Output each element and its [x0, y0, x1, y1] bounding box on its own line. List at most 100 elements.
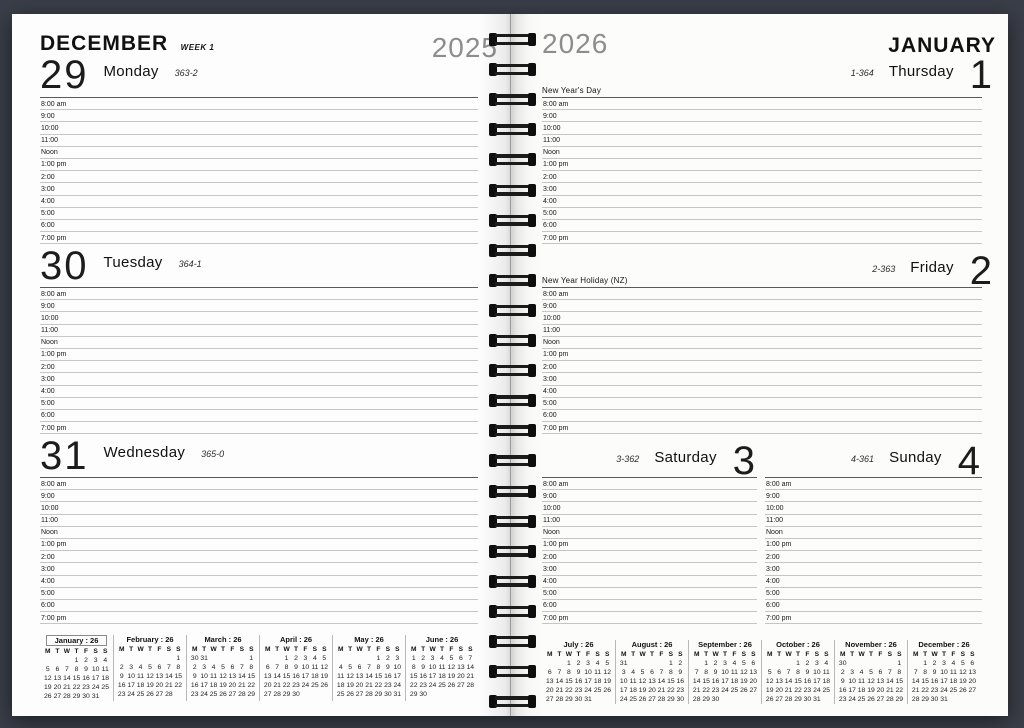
mini-calendar-day: [784, 659, 793, 668]
time-grid-tuesday: 8:00 am 9:00 10:00 11:00 Noon 1:00 pm 2:00 3:00…: [40, 287, 478, 435]
mini-calendar-day: 17: [813, 678, 821, 685]
mini-calendar-day: 10: [200, 673, 208, 680]
mini-calendar-day: 11: [822, 669, 830, 676]
mini-calendar-day: 26: [219, 691, 227, 698]
mini-calendar-day: 7: [468, 655, 473, 662]
mini-calendar-day: 29: [794, 696, 802, 703]
right-page: 2026 JANUARY 1-364 Thursday 1 New Year's…: [512, 14, 1008, 716]
time-slot-row: 11:00: [542, 515, 757, 527]
mini-calendar-day: 27: [155, 691, 164, 698]
mini-calendar-day: [692, 659, 701, 668]
mini-calendar-weekday: S: [93, 648, 98, 655]
mini-calendar-day: 23: [384, 682, 392, 689]
mini-calendar-day: 1: [376, 655, 381, 662]
day-header-thursday: 1-364 Thursday 1: [542, 55, 994, 95]
mini-calendar-day: 11: [438, 664, 446, 671]
mini-calendar-day: 21: [692, 687, 701, 694]
time-slot-row: 8:00 am: [542, 478, 757, 491]
mini-calendar-day: 25: [101, 684, 109, 691]
time-slot-label: 10:00: [543, 124, 561, 132]
time-slot-label: 2:00: [543, 363, 557, 371]
time-slot-label: 9:00: [41, 492, 55, 500]
mini-calendar-day: 14: [365, 673, 373, 680]
mini-calendar-day: 6: [157, 664, 162, 671]
mini-calendar-day: 19: [867, 687, 875, 694]
time-slot-label: 4:00: [543, 388, 557, 395]
mini-calendar-weekday: T: [649, 651, 654, 658]
time-slot-label: 8:00 am: [766, 480, 792, 488]
mini-calendar-day: 3: [93, 657, 98, 664]
mini-calendar-day: 12: [320, 664, 329, 671]
mini-calendar-day: 7: [239, 664, 244, 671]
mini-calendar-day: 8: [74, 666, 79, 673]
mini-calendar-title: July : 26: [563, 640, 594, 649]
mini-calendar-day: 26: [447, 682, 456, 689]
time-slot-row: Noon: [40, 337, 478, 349]
mini-calendar-day: [720, 695, 729, 704]
mini-calendar-weekday: M: [547, 651, 553, 658]
mini-calendar-weekday: T: [631, 651, 636, 658]
time-slot-row: 3:00: [542, 373, 982, 386]
mini-calendar-day: 20: [263, 682, 272, 689]
mini-calendar-day: 16: [574, 678, 583, 685]
mini-calendar-day: 15: [702, 678, 710, 685]
time-slot-label: 8:00 am: [41, 290, 67, 298]
time-slot-row: 10:00: [542, 122, 982, 135]
mini-calendar-day: 17: [127, 682, 135, 689]
mini-calendar-day: 22: [72, 684, 81, 691]
time-slot-label: 1:00 pm: [543, 351, 569, 359]
mini-calendar-day: [456, 690, 465, 699]
mini-calendar-day: [320, 690, 329, 699]
mini-calendar-day: 27: [228, 691, 237, 698]
mini-calendar-day: 23: [292, 682, 300, 689]
mini-calendar-title: January : 26: [46, 635, 107, 646]
time-slot-row: 8:00 am: [40, 478, 478, 491]
mini-calendar-day: 21: [63, 684, 71, 691]
time-slot-label: 4:00: [41, 198, 55, 205]
time-slot-label: 2:00: [41, 363, 55, 371]
mini-calendar-day: 1: [176, 655, 181, 662]
mini-calendar-day: 22: [374, 682, 383, 689]
time-slot-label: 4:00: [41, 578, 55, 585]
mini-calendar-day: [847, 659, 856, 668]
mini-calendar-day: 3: [303, 655, 308, 662]
time-slot-row: 5:00: [542, 588, 757, 600]
time-slot-row: 9:00: [765, 490, 982, 503]
mini-calendar-day: 4: [211, 664, 216, 671]
time-slot-label: 8:00 am: [543, 290, 569, 298]
mini-calendar-day: 30: [384, 691, 392, 698]
mini-calendar-day: 9: [576, 669, 581, 676]
mini-calendar-day: 2: [192, 664, 197, 671]
mini-calendar-day: 5: [221, 664, 225, 671]
time-slot-label: Noon: [766, 529, 783, 537]
time-slot-row: 1:00 pm: [40, 159, 478, 172]
time-slot-row: 1:00 pm: [765, 539, 982, 552]
mini-calendar-weekday: S: [668, 651, 674, 658]
mini-calendar-weekday: F: [230, 646, 235, 653]
mini-calendar-day: 2: [421, 655, 426, 662]
day-of-year: 4-361: [851, 454, 875, 464]
mini-calendar-day: 17: [619, 687, 628, 694]
mini-calendar-day: 14: [555, 678, 564, 685]
time-slot-row: 6:00: [40, 220, 478, 233]
mini-calendar-day: 21: [238, 682, 246, 689]
mini-calendar-day: 7: [786, 669, 791, 676]
day-header-tuesday: 30 Tuesday 364-1: [40, 246, 508, 286]
time-slot-row: 11:00: [542, 135, 982, 147]
mini-calendar: February : 26 M T W T F S S 1 2 3 4 5 6 7 8 9 10 11 12 13 14 1…: [113, 635, 186, 701]
time-slot-label: 11:00: [41, 517, 58, 525]
mini-calendar-day: 26: [867, 696, 875, 703]
time-slot-row: 3:00: [542, 183, 982, 196]
mini-calendar-day: 28: [692, 696, 701, 703]
mini-calendar-day: 8: [704, 669, 709, 676]
mini-calendar-day: 4: [440, 655, 444, 662]
mini-calendar-day: 27: [968, 687, 977, 694]
mini-calendar-day: 10: [721, 669, 729, 676]
mini-calendar-day: 8: [249, 664, 254, 671]
mini-calendar-weekday: W: [429, 646, 436, 653]
mini-calendar-weekday: F: [659, 651, 664, 658]
day-number: 2: [969, 249, 994, 293]
mini-calendar-grid: M T W T F S S 1 2 3 4 5 6 7 8 9 10 11 12 13 14 15 16 17 18 19 20 21…: [336, 645, 402, 699]
time-slot-label: 10:00: [41, 124, 59, 132]
mini-calendar: December : 26 M T W T F S S 1 2 3 4 5 6 7 8 9 10 11 12 13 14 1…: [907, 640, 980, 704]
